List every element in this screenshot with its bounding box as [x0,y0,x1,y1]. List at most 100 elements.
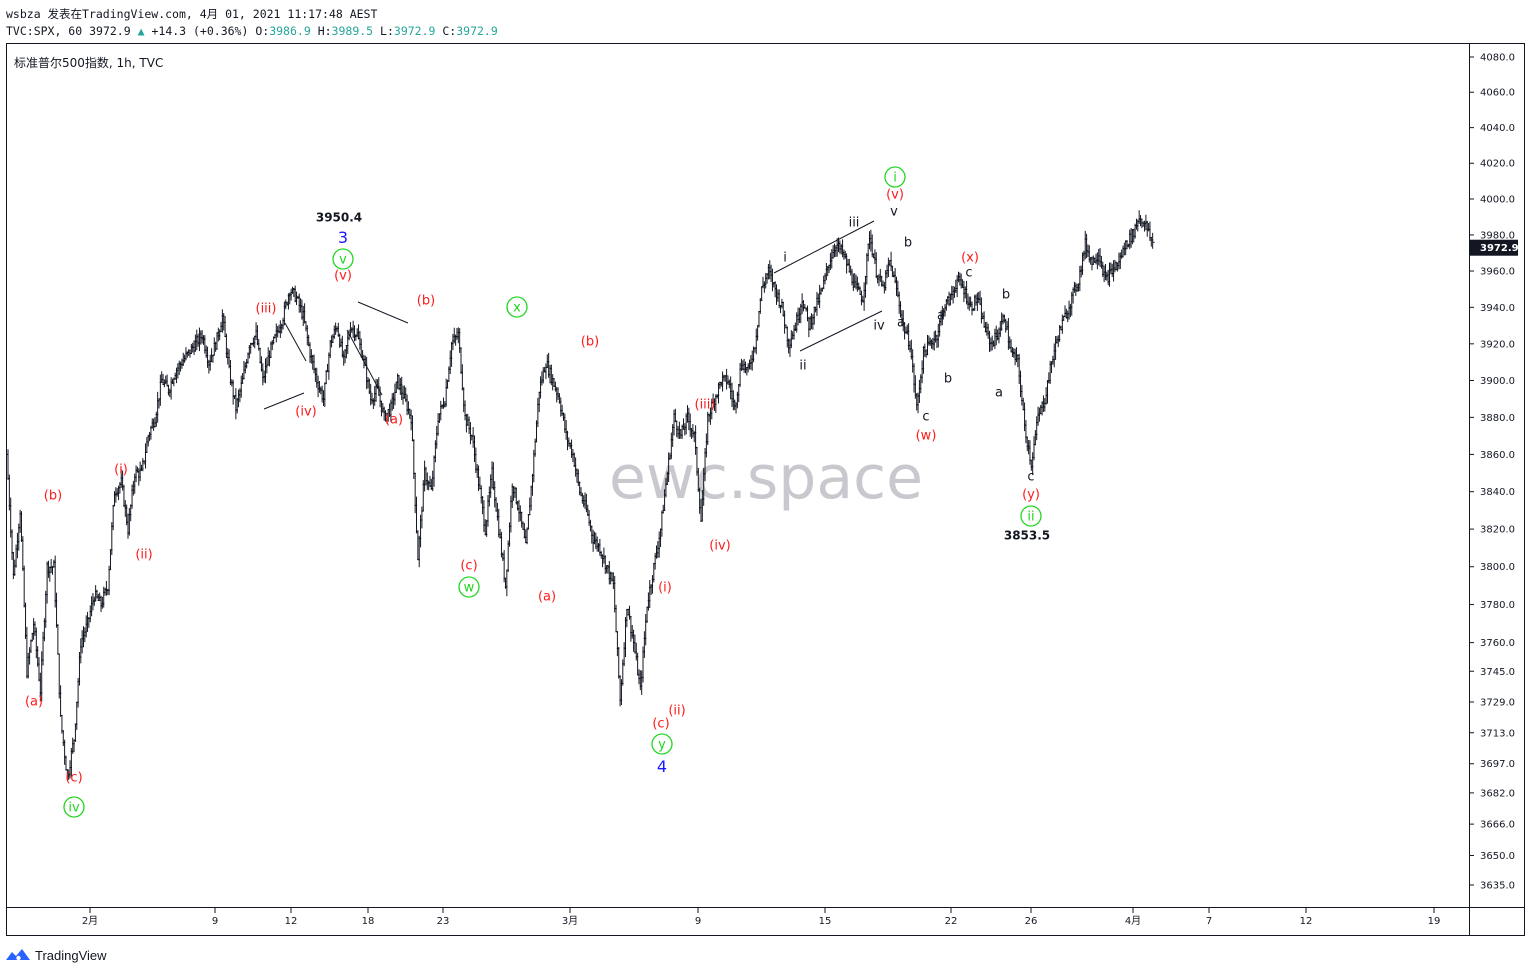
price-tick-label: 3635.0 [1480,881,1515,892]
price-tick-label: 4060.0 [1480,88,1515,99]
svg-text:(iv): (iv) [709,539,730,554]
wave-label: (w) [916,429,937,444]
price-tick-label: 3666.0 [1480,820,1515,831]
price-tick-label: 3900.0 [1480,376,1515,387]
price-chart[interactable]: ewc.space 标准普尔500指数, 1h, TVC 4080.0 4060.… [6,43,1525,936]
svg-text:i: i [893,171,897,186]
svg-text:(c): (c) [65,771,82,786]
ohlc-legend: TVC:SPX, 60 3972.9 ▲ +14.3 (+0.36%) O:39… [6,24,498,38]
chart-title: 标准普尔500指数, 1h, TVC [14,55,163,70]
low-value: 3972.9 [393,24,436,38]
svg-text:y: y [658,738,666,753]
svg-text:ii: ii [1027,510,1034,525]
svg-text:(a): (a) [538,590,556,605]
svg-text:c: c [965,266,972,281]
wave-label: a [995,386,1003,401]
wave-label: y [651,733,673,755]
chart-frame[interactable]: ewc.space 标准普尔500指数, 1h, TVC 4080.0 4060.… [6,43,1525,936]
wave-label: (c) [652,717,669,732]
wave-label: ii [799,359,806,374]
wave-label: x [506,296,528,318]
price-axis[interactable]: 4080.0 4060.0 4040.0 4020.0 4000.0 3980.0 3960… [1469,53,1515,892]
svg-text:3: 3 [338,228,348,247]
time-tick-label: 4月 [1125,915,1141,927]
time-tick-label: 12 [1300,916,1313,927]
price-bar [1150,232,1155,249]
last-price-tag-box [1470,239,1518,256]
svg-text:(c): (c) [460,559,477,574]
wave-label: iv [873,319,885,334]
high-value: 3989.5 [331,24,374,38]
price-tick-label: 3880.0 [1480,413,1515,424]
price-tick-label: 3697.0 [1480,759,1515,770]
wave-label: a [897,316,905,331]
svg-text:c: c [1027,470,1034,485]
last-price: 3972.9 [89,24,131,38]
wave-label: (i) [114,463,128,478]
svg-text:b: b [904,236,912,251]
price-tick-label: 3960.0 [1480,267,1515,278]
price-tick-label: 3650.0 [1480,851,1515,862]
open-label: O: [255,24,270,38]
svg-text:v: v [339,253,347,268]
change-value: +14.3 (+0.36%) [151,24,249,38]
svg-text:(iv): (iv) [295,405,316,420]
wave-label: iii [849,216,860,231]
tradingview-logo-icon [6,949,30,961]
svg-text:(ii): (ii) [668,704,685,719]
trendline [346,329,383,396]
open-value: 3986.9 [269,24,311,38]
time-tick-label: 7 [1206,916,1212,927]
price-tick-label: 3800.0 [1480,562,1515,573]
symbol-label: TVC:SPX, 60 [6,24,83,38]
svg-text:c: c [922,410,929,425]
svg-text:(a): (a) [25,695,43,710]
svg-text:x: x [513,301,521,316]
wave-label: (b) [44,489,62,504]
svg-text:a: a [897,316,905,331]
time-tick-label: 9 [212,916,218,927]
wave-label: (b) [417,294,435,309]
price-tick-label: 4020.0 [1480,159,1515,170]
trendline [284,322,307,362]
price-tick-label: 4040.0 [1480,123,1515,134]
price-tick-label: 3940.0 [1480,303,1515,314]
svg-text:(v): (v) [334,269,352,284]
price-tick-label: 3840.0 [1480,487,1515,498]
price-tick-label: 3729.0 [1480,697,1515,708]
time-tick-label: 19 [1428,916,1441,927]
price-tick-label: 3760.0 [1480,638,1515,649]
trendline [263,392,305,410]
time-axis[interactable]: 2月 9 12 18 23 3月 9 15 22 26 4月 7 12 19 [82,908,1441,927]
low-label: L: [380,24,394,38]
time-tick-label: 2月 [82,915,98,927]
price-tick-label: 4000.0 [1480,194,1515,205]
wave-label: (x) [961,251,979,266]
price-tick-label: 3745.0 [1480,667,1515,678]
wave-label: (y) [1022,488,1040,503]
wave-label: (a) [385,413,403,428]
wave-label: a [937,309,945,324]
last-price-tag-text: 3972.9 [1480,243,1519,254]
price-tick-label: 4080.0 [1480,53,1515,64]
price-bars [6,210,1155,780]
wave-label: (ii) [135,548,152,563]
svg-text:(c): (c) [652,717,669,732]
wave-label: (c) [460,559,477,574]
wave-label: b [904,236,912,251]
svg-text:(b): (b) [44,489,62,504]
wave-label: (iv) [295,405,316,420]
price-tick-label: 3980.0 [1480,230,1515,241]
wave-label: b [944,372,952,387]
wave-label: (b) [581,335,599,350]
trendline [357,301,409,324]
price-tick-label: 3780.0 [1480,600,1515,611]
close-label: C: [442,24,457,38]
wave-label: c [965,266,972,281]
svg-text:iv: iv [873,319,885,334]
svg-text:(i): (i) [658,581,672,596]
wave-labels: (a)(b)(c)iv(i)(ii)(iii)(iv)3950.43v(v)(b… [25,166,1050,818]
svg-text:(y): (y) [1022,488,1040,503]
wave-label: (v) [334,269,352,284]
time-tick-label: 26 [1025,916,1038,927]
